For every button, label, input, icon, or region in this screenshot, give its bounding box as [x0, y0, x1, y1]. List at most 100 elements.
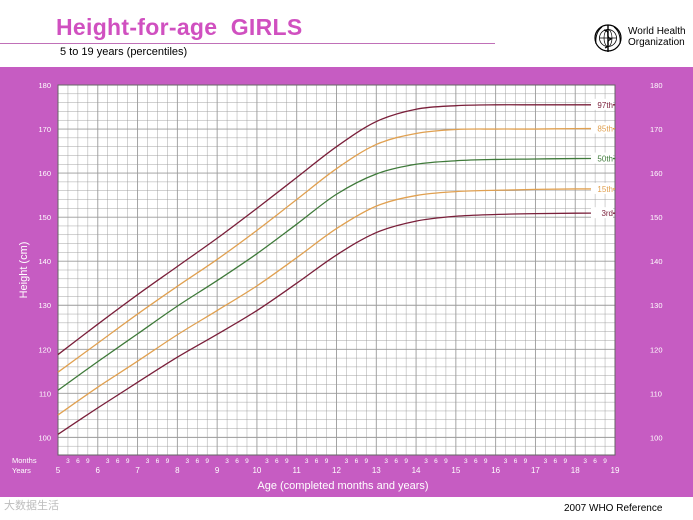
x-tick-month: 3	[464, 458, 468, 465]
x-tick-year: 13	[372, 466, 381, 475]
y-tick-label: 140	[38, 257, 51, 266]
series-line-3rd	[57, 212, 616, 435]
x-tick-year: 9	[215, 466, 220, 475]
series-label-3rd: 3rd	[601, 209, 613, 218]
plot-border	[57, 84, 616, 456]
series-line-85th	[57, 127, 616, 373]
x-tick-month: 6	[116, 458, 120, 465]
x-tick-month: 3	[106, 458, 110, 465]
y-tick-label-right: 170	[650, 125, 663, 134]
series-label-50th: 50th	[597, 155, 613, 164]
months-row-label: Months	[12, 456, 37, 465]
x-tick-month: 9	[524, 458, 528, 465]
x-tick-month: 9	[603, 458, 607, 465]
y-tick-labels-right: 100 110 120 130 140 150 160 170 180	[650, 81, 663, 442]
x-tick-month: 6	[434, 458, 438, 465]
y-tick-label-right: 150	[650, 213, 663, 222]
page-title: Height-for-age GIRLS	[56, 14, 303, 40]
watermark-text: 大数据生活	[4, 500, 59, 512]
y-tick-labels-left: 100 110 120 130 140 150 160 170 180	[38, 81, 51, 442]
x-tick-year: 5	[56, 466, 61, 475]
x-tick-month: 6	[156, 458, 160, 465]
x-tick-month: 3	[424, 458, 428, 465]
x-tick-month: 3	[265, 458, 269, 465]
x-tick-month: 9	[563, 458, 567, 465]
x-tick-year: 16	[491, 466, 500, 475]
x-tick-month: 3	[305, 458, 309, 465]
y-tick-label-right: 160	[650, 169, 663, 178]
who-logo-text: World Health Organization	[628, 26, 686, 48]
x-tick-month: 9	[245, 458, 249, 465]
y-tick-label-right: 120	[650, 345, 663, 354]
x-tick-month: 9	[484, 458, 488, 465]
footer-reference: 2007 WHO Reference	[564, 503, 663, 514]
series-line-97th	[57, 104, 615, 356]
percentile-curves	[57, 104, 616, 435]
x-tick-month: 6	[235, 458, 239, 465]
series-label-15th: 15th	[597, 185, 613, 194]
x-tick-month: 6	[315, 458, 319, 465]
x-tick-year: 19	[611, 466, 620, 475]
x-tick-month: 6	[394, 458, 398, 465]
x-tick-month: 9	[404, 458, 408, 465]
series-label-bg	[591, 152, 613, 164]
x-tick-month: 9	[205, 458, 209, 465]
x-tick-month: 9	[325, 458, 329, 465]
y-tick-label-right: 140	[650, 257, 663, 266]
y-tick-label: 110	[39, 389, 51, 398]
y-tick-label: 170	[38, 125, 51, 134]
percentile-labels: 97th 85th 50th 15th 3rd	[591, 98, 613, 219]
x-tick-year: 17	[531, 466, 540, 475]
x-tick-year: 6	[96, 466, 101, 475]
x-tick-month: 9	[166, 458, 170, 465]
x-tick-month: 3	[583, 458, 587, 465]
series-line-15th	[57, 188, 616, 416]
title-divider	[0, 43, 495, 44]
x-tick-month: 9	[126, 458, 130, 465]
x-tick-month: 6	[474, 458, 478, 465]
y-tick-label: 120	[38, 345, 51, 354]
x-tick-month: 6	[355, 458, 359, 465]
x-tick-year: 10	[252, 466, 261, 475]
series-label-85th: 85th	[597, 125, 613, 134]
x-tick-year: 11	[293, 466, 302, 475]
y-tick-label-right: 100	[650, 433, 663, 442]
x-tick-year: 7	[135, 466, 140, 475]
chart-grid	[57, 84, 616, 456]
y-tick-label: 180	[38, 81, 51, 90]
x-tick-month: 3	[185, 458, 189, 465]
logo-text-line1: World Health	[628, 26, 686, 37]
x-tick-month: 3	[384, 458, 388, 465]
x-tick-year: 14	[412, 466, 421, 475]
x-tick-month: 6	[593, 458, 597, 465]
x-tick-month: 6	[76, 458, 80, 465]
x-tick-month: 3	[544, 458, 548, 465]
series-line-50th	[57, 157, 616, 391]
x-tick-year: 12	[332, 466, 341, 475]
x-tick-month: 6	[514, 458, 518, 465]
x-tick-year: 8	[175, 466, 180, 475]
x-tick-month: 3	[146, 458, 150, 465]
y-tick-label: 150	[38, 213, 51, 222]
x-tick-month: 3	[66, 458, 70, 465]
page-subtitle: 5 to 19 years (percentiles)	[60, 46, 188, 58]
series-label-bg	[591, 98, 613, 110]
years-row-label: Years	[12, 466, 31, 475]
series-label-bg	[591, 182, 613, 194]
x-tick-year: 15	[451, 466, 460, 475]
x-axis-label: Age (completed months and years)	[257, 480, 428, 492]
y-tick-label: 100	[38, 433, 51, 442]
y-tick-label-right: 110	[650, 389, 662, 398]
y-tick-label: 160	[38, 169, 51, 178]
x-tick-month: 3	[225, 458, 229, 465]
y-tick-label-right: 180	[650, 81, 663, 90]
series-label-bg	[591, 122, 613, 134]
x-tick-month: 9	[444, 458, 448, 465]
x-tick-month: 9	[86, 458, 90, 465]
who-emblem-icon	[594, 24, 622, 52]
x-tick-year: 18	[571, 466, 580, 475]
x-tick-month: 6	[275, 458, 279, 465]
x-tick-month: 3	[345, 458, 349, 465]
